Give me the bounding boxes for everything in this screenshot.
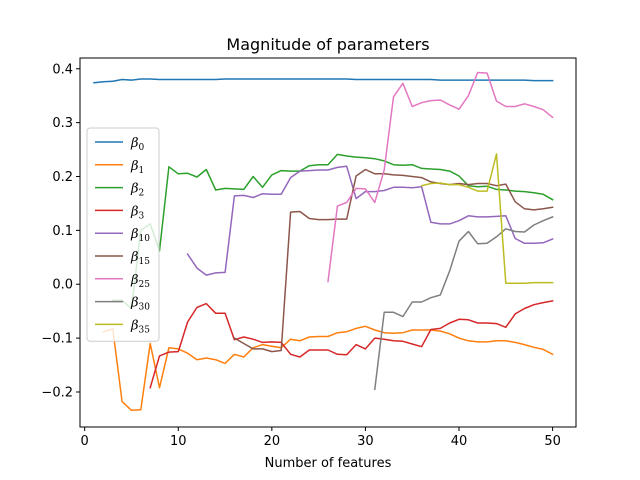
x-axis: 0 10 20 30 40 50 xyxy=(81,427,561,449)
legend-entry-beta-10: β10 xyxy=(130,227,150,244)
legend-entry-beta-30: β30 xyxy=(130,296,150,313)
legend-box xyxy=(86,127,160,342)
legend-entry-beta-2: β2 xyxy=(130,182,144,199)
legend: β0 β1 β2 β3 β10 β15 β25 β30 β35 xyxy=(86,127,160,342)
series-line-beta-0 xyxy=(93,78,554,84)
series-layer xyxy=(93,71,554,412)
plot-frame xyxy=(79,57,577,428)
x-axis-label: Number of features xyxy=(265,456,392,471)
x-tick-label: 40 xyxy=(451,434,468,449)
x-tick-label: 30 xyxy=(357,434,374,449)
y-tick-label: 0.1 xyxy=(52,224,73,239)
x-tick-label: 10 xyxy=(170,434,187,449)
series-line-beta-25 xyxy=(327,71,554,283)
legend-entry-beta-1: β1 xyxy=(130,159,144,176)
y-tick-label: 0.3 xyxy=(52,116,73,131)
legend-entry-beta-35: β35 xyxy=(130,318,150,335)
legend-entry-beta-25: β25 xyxy=(130,273,150,290)
y-axis: −0.2 −0.1 0.0 0.1 0.2 0.3 0.4 xyxy=(41,62,80,400)
chart-title: Magnitude of parameters xyxy=(226,35,429,54)
x-tick-label: 50 xyxy=(544,434,561,449)
series-line-beta-2 xyxy=(112,153,554,310)
series-line-beta-3 xyxy=(149,300,554,389)
legend-entry-beta-0: β0 xyxy=(130,136,145,153)
series-line-beta-1 xyxy=(102,325,554,412)
y-tick-label: 0.4 xyxy=(52,62,73,77)
legend-entry-beta-15: β15 xyxy=(130,250,150,267)
y-tick-label: −0.2 xyxy=(41,385,73,400)
series-line-beta-10 xyxy=(186,165,554,276)
legend-entry-beta-3: β3 xyxy=(130,204,145,221)
series-line-beta-30 xyxy=(373,215,554,391)
x-tick-label: 0 xyxy=(81,434,89,449)
x-tick-label: 20 xyxy=(264,434,281,449)
series-line-beta-15 xyxy=(233,168,554,353)
y-tick-label: 0.2 xyxy=(52,170,73,185)
series-line-beta-35 xyxy=(420,153,554,284)
y-tick-label: 0.0 xyxy=(52,278,73,293)
plot-area: 0 10 20 30 40 50 −0.2 −0.1 0.0 0.1 0.2 0.3 0.4 xyxy=(41,57,577,449)
y-tick-label: −0.1 xyxy=(41,332,73,347)
